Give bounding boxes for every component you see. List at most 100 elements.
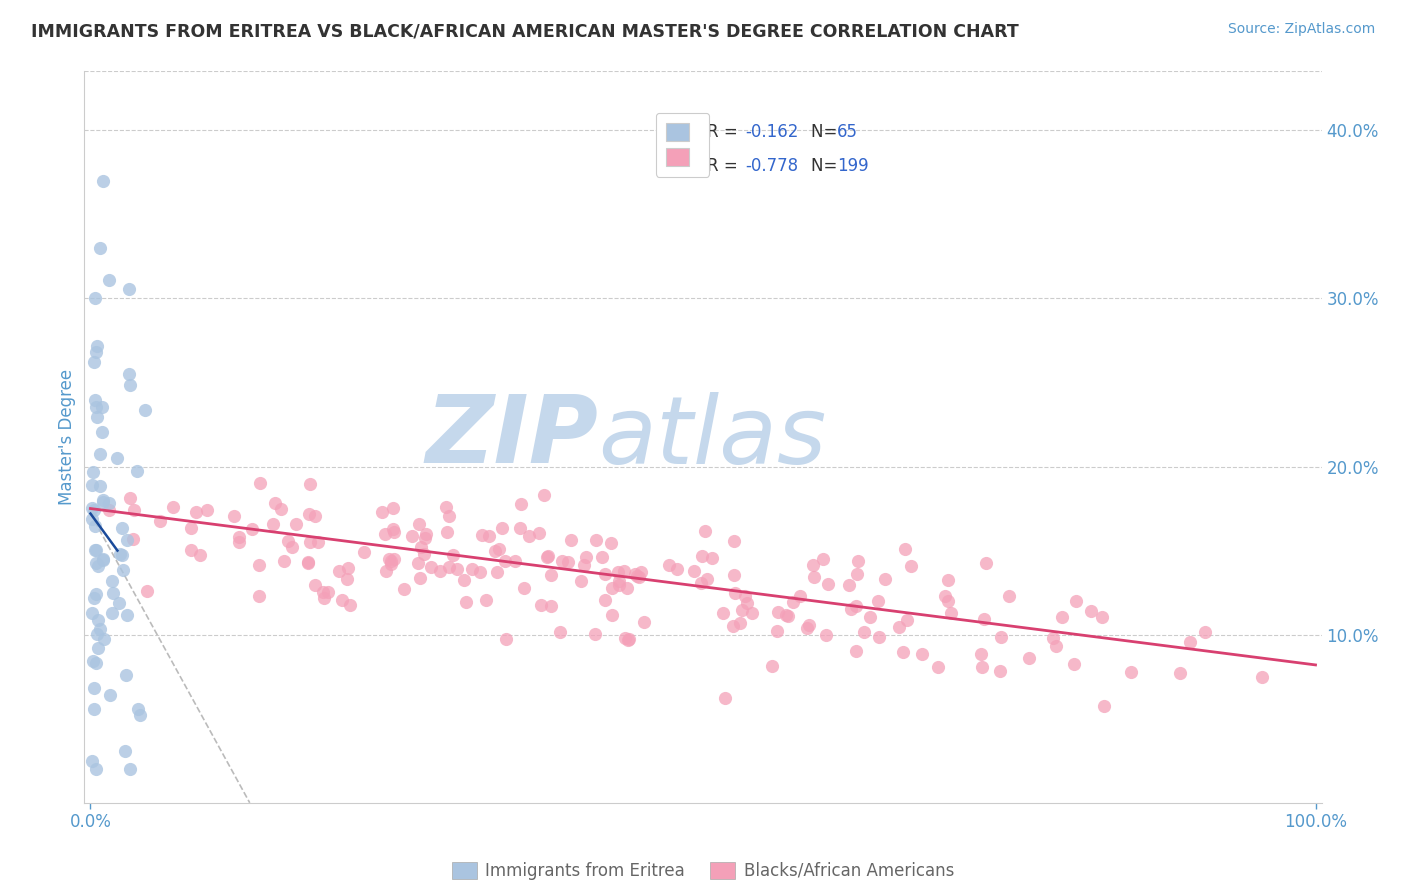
Point <box>381 522 404 536</box>
Point <box>101 574 124 588</box>
Point <box>264 496 287 510</box>
Point <box>815 628 838 642</box>
Point <box>91 495 114 509</box>
Point <box>900 558 922 573</box>
Point <box>486 566 509 580</box>
Point <box>595 592 617 607</box>
Point <box>721 619 744 633</box>
Point <box>91 400 114 414</box>
Point <box>249 475 271 490</box>
Point <box>82 500 104 515</box>
Text: -0.162: -0.162 <box>745 123 799 141</box>
Point <box>380 557 402 571</box>
Point <box>560 533 582 547</box>
Point <box>658 558 681 572</box>
Point <box>84 542 107 557</box>
Point <box>180 542 202 557</box>
Point <box>413 547 436 561</box>
Point <box>446 562 468 576</box>
Point <box>84 762 107 776</box>
Point <box>184 505 207 519</box>
Point <box>623 567 645 582</box>
Point <box>527 526 550 541</box>
Point <box>813 552 835 566</box>
Point <box>1168 666 1191 681</box>
Point <box>723 534 745 549</box>
Point <box>224 509 246 524</box>
Point <box>98 503 121 517</box>
Point <box>1121 665 1143 679</box>
Point <box>314 591 336 606</box>
Point <box>889 620 911 634</box>
Point <box>461 562 484 576</box>
Point <box>711 606 734 620</box>
Point <box>162 500 184 515</box>
Point <box>682 564 704 578</box>
Point <box>626 569 648 583</box>
Point <box>83 392 105 407</box>
Point <box>83 355 105 369</box>
Point <box>569 574 592 589</box>
Point <box>86 409 108 424</box>
Point <box>84 657 107 671</box>
Point <box>84 519 107 533</box>
Point <box>896 614 918 628</box>
Point <box>607 577 630 591</box>
Point <box>392 582 415 597</box>
Point <box>868 594 890 608</box>
Point <box>380 554 402 568</box>
Point <box>801 558 824 572</box>
Point <box>408 516 430 531</box>
Point <box>768 605 790 619</box>
Point <box>97 496 120 510</box>
Point <box>89 622 111 636</box>
Point <box>1050 610 1073 624</box>
Point <box>122 532 145 546</box>
Point <box>875 573 897 587</box>
Point <box>382 551 405 566</box>
Point <box>572 558 595 572</box>
Point <box>540 599 562 613</box>
Point <box>557 556 579 570</box>
Point <box>277 533 299 548</box>
Point <box>728 616 751 631</box>
Point <box>103 586 125 600</box>
Point <box>894 541 917 556</box>
Point <box>316 585 339 599</box>
Point <box>127 702 149 716</box>
Point <box>339 599 361 613</box>
Point <box>509 497 531 511</box>
Point <box>374 526 396 541</box>
Point <box>1092 698 1115 713</box>
Point <box>115 668 138 682</box>
Point <box>100 606 122 620</box>
Point <box>270 502 292 516</box>
Point <box>503 554 526 568</box>
Point <box>817 577 839 591</box>
Point <box>401 529 423 543</box>
Point <box>475 593 498 607</box>
Text: 65: 65 <box>837 123 858 141</box>
Point <box>513 582 536 596</box>
Point <box>409 571 432 585</box>
Point <box>429 565 451 579</box>
Point <box>471 528 494 542</box>
Point <box>540 567 562 582</box>
Point <box>118 377 141 392</box>
Point <box>118 367 141 381</box>
Point <box>537 549 560 563</box>
Point <box>1251 670 1274 684</box>
Point <box>89 447 111 461</box>
Point <box>436 524 458 539</box>
Point <box>80 607 103 621</box>
Point <box>86 626 108 640</box>
Text: ZIP: ZIP <box>425 391 598 483</box>
Point <box>665 561 688 575</box>
Point <box>247 558 270 572</box>
Point <box>337 560 360 574</box>
Point <box>548 625 571 640</box>
Point <box>630 565 652 579</box>
Point <box>530 598 553 612</box>
Point <box>690 549 713 563</box>
Point <box>115 533 138 547</box>
